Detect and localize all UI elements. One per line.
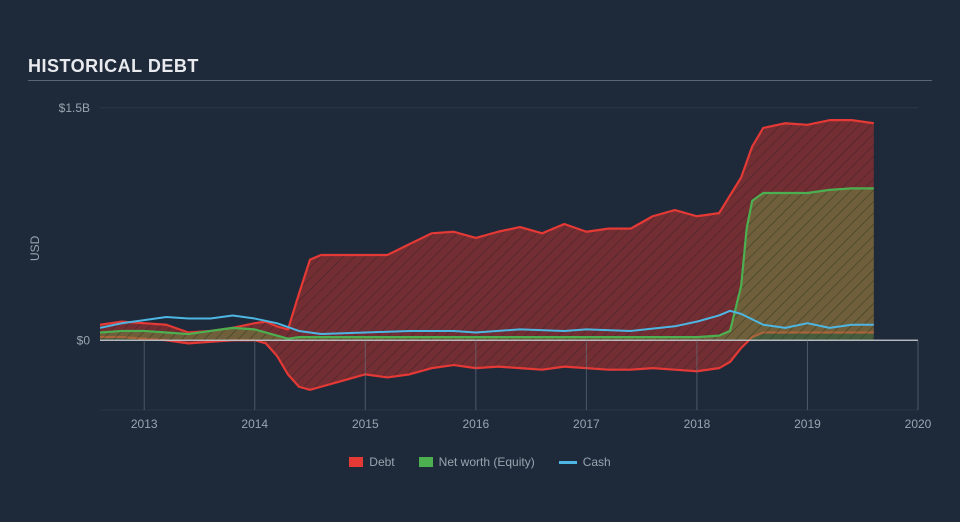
x-tick-label: 2018 — [684, 417, 711, 431]
legend-swatch-equity — [419, 457, 433, 467]
x-tick-label: 2015 — [352, 417, 379, 431]
x-tick-label: 2019 — [794, 417, 821, 431]
page-root: HISTORICAL DEBT USD 20132014201520162017… — [0, 0, 960, 522]
historical-debt-chart: 2013 2014 2015 2016 2017 2018 2019 2020 $0 $1.5B — [0, 0, 960, 522]
legend-item-debt: Debt — [349, 455, 394, 469]
x-tick-label: 2020 — [905, 417, 932, 431]
legend-label-cash: Cash — [583, 455, 611, 469]
legend-swatch-cash — [559, 461, 577, 464]
x-tick-label: 2013 — [131, 417, 158, 431]
x-tick-label: 2014 — [241, 417, 268, 431]
legend-label-equity: Net worth (Equity) — [439, 455, 535, 469]
legend-swatch-debt — [349, 457, 363, 467]
legend-item-cash: Cash — [559, 455, 611, 469]
y-tick-label: $0 — [77, 333, 91, 347]
chart-legend: Debt Net worth (Equity) Cash — [0, 455, 960, 469]
x-tick-label: 2017 — [573, 417, 600, 431]
x-tick-label: 2016 — [462, 417, 489, 431]
legend-label-debt: Debt — [369, 455, 394, 469]
legend-item-equity: Net worth (Equity) — [419, 455, 535, 469]
y-tick-label: $1.5B — [59, 101, 90, 115]
